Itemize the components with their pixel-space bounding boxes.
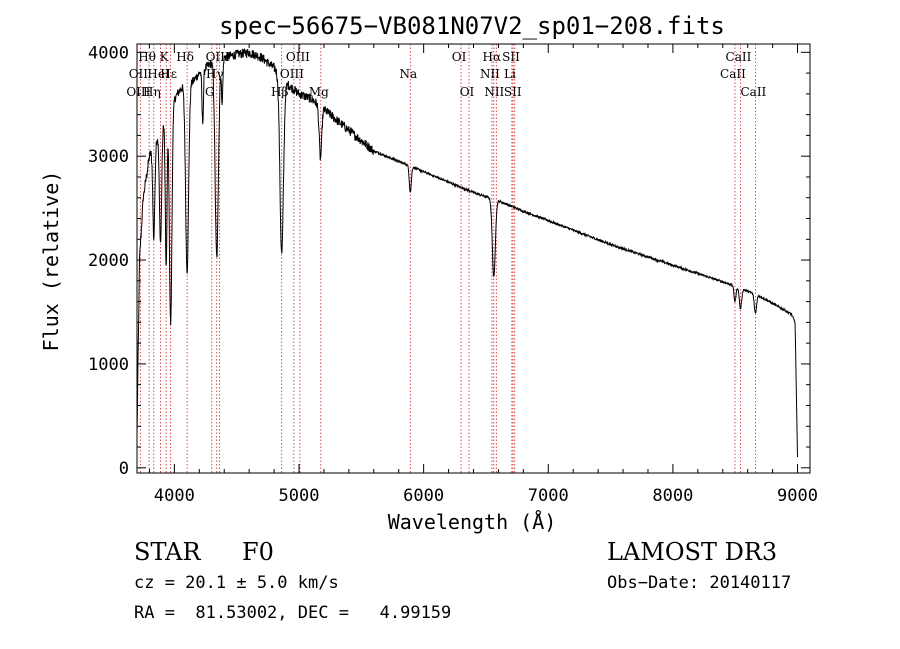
marker-label-25: SII <box>504 85 522 99</box>
marker-label-5: OI <box>452 50 467 64</box>
marker-label-22: Mg <box>309 85 329 99</box>
marker-label-2: Hδ <box>176 50 194 64</box>
coordinates-text: RA = 81.53002, DEC = 4.99159 <box>134 603 452 623</box>
marker-label-24: NII <box>484 85 504 99</box>
marker-label-18: OIII <box>126 85 150 99</box>
marker-label-15: NII <box>480 67 500 81</box>
marker-label-9: OII <box>129 67 149 81</box>
marker-label-17: CaII <box>720 67 746 81</box>
y-axis-label: Flux (relative) <box>39 171 63 352</box>
marker-label-0: Hθ <box>138 50 156 64</box>
marker-label-21: Hβ <box>271 85 288 99</box>
x-tick-label-1: 5000 <box>279 486 320 506</box>
x-axis-label: Wavelength (Å) <box>388 510 557 534</box>
y-axis: 0 1000 2000 3000 4000 <box>88 43 810 479</box>
marker-label-19: Hη <box>143 85 161 99</box>
line-markers <box>139 44 756 473</box>
marker-label-6: Hα <box>483 50 502 64</box>
marker-label-3: OIII <box>206 50 230 64</box>
y-tick-label-3: 3000 <box>88 147 129 167</box>
marker-label-8: CaII <box>726 50 752 64</box>
marker-label-12: Hγ <box>206 67 224 81</box>
marker-label-20: G <box>205 85 215 99</box>
marker-label-11: Hε <box>160 67 177 81</box>
marker-label-4: OIII <box>286 50 310 64</box>
chart-title: spec−56675−VB081N07V2_sp01−208.fits <box>219 12 725 40</box>
marker-label-10: HeI <box>147 67 170 81</box>
x-tick-label-4: 8000 <box>652 486 693 506</box>
x-axis: 4000 5000 6000 7000 8000 9000 <box>148 44 818 506</box>
redshift-text: cz = 20.1 ± 5.0 km/s <box>134 573 339 593</box>
survey-name: LAMOST DR3 <box>607 538 778 566</box>
marker-label-13: OIII <box>280 67 304 81</box>
marker-label-26: CaII <box>740 85 766 99</box>
marker-label-14: Na <box>399 67 417 81</box>
marker-label-1: K <box>160 50 170 64</box>
x-tick-label-5: 9000 <box>777 486 818 506</box>
y-tick-label-1: 1000 <box>88 355 129 375</box>
object-class: STAR <box>134 538 201 566</box>
x-tick-label-2: 6000 <box>403 486 444 506</box>
obs-date: Obs−Date: 20140117 <box>607 573 792 593</box>
x-tick-label-0: 4000 <box>154 486 195 506</box>
marker-label-7: SII <box>502 50 520 64</box>
y-tick-label-4: 4000 <box>88 43 129 63</box>
x-tick-label-3: 7000 <box>528 486 569 506</box>
marker-label-23: OI <box>460 85 475 99</box>
y-tick-label-2: 2000 <box>88 251 129 271</box>
spectrum-line <box>136 48 798 458</box>
y-tick-label-0: 0 <box>119 459 129 479</box>
plot-frame <box>136 43 811 474</box>
marker-label-16: Li <box>504 67 516 81</box>
object-subclass: F0 <box>242 538 274 566</box>
